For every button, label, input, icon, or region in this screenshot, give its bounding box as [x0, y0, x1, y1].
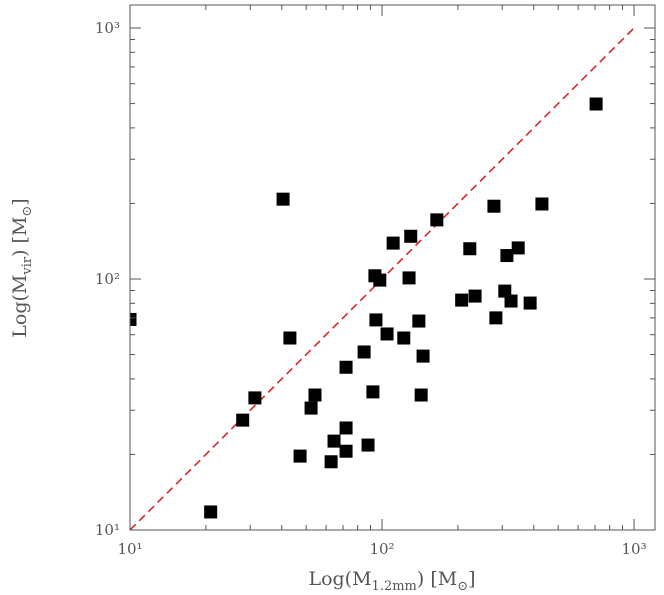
- point: [535, 197, 549, 211]
- label-part: vir: [20, 256, 35, 276]
- label-part: ]: [468, 568, 475, 590]
- point: [204, 505, 218, 519]
- y-axis-label: Log(Mvir) [M⊙]: [9, 198, 35, 337]
- point: [468, 289, 482, 303]
- point: [414, 388, 428, 402]
- point: [416, 349, 430, 363]
- point: [361, 438, 375, 452]
- point: [412, 314, 426, 328]
- label-part: ⊙: [20, 206, 35, 217]
- point: [386, 236, 400, 250]
- point: [404, 229, 418, 243]
- x-tick-label: 10³: [621, 540, 646, 558]
- y-tick-label: 10²: [95, 270, 120, 288]
- point: [498, 284, 512, 298]
- point: [276, 192, 290, 206]
- axes-frame: [129, 4, 656, 531]
- label-part: Log(M: [9, 275, 31, 338]
- point: [463, 242, 477, 256]
- point: [373, 273, 387, 287]
- y-tick-label: 10³: [95, 19, 120, 37]
- point: [523, 296, 537, 310]
- point: [339, 444, 353, 458]
- point: [357, 345, 371, 359]
- label-part: 1.2mm: [372, 579, 417, 594]
- point: [500, 249, 514, 263]
- point: [589, 97, 603, 111]
- point: [504, 294, 518, 308]
- point: [324, 455, 338, 469]
- label-part: ⊙: [457, 579, 468, 594]
- x-tick-label: 10²: [369, 540, 394, 558]
- point: [248, 391, 262, 405]
- point: [430, 213, 444, 227]
- y-tick-label: 10¹: [95, 521, 120, 539]
- label-part: ) [M: [9, 217, 31, 257]
- point: [369, 313, 383, 327]
- point: [308, 388, 322, 402]
- point: [397, 331, 411, 345]
- point: [489, 311, 503, 325]
- point: [380, 327, 394, 341]
- point: [366, 385, 380, 399]
- point: [327, 434, 341, 448]
- label-part: ]: [9, 198, 31, 205]
- point: [236, 413, 250, 427]
- point: [293, 449, 307, 463]
- point: [304, 401, 318, 415]
- point: [339, 360, 353, 374]
- point: [339, 421, 353, 435]
- point: [511, 241, 525, 255]
- point: [130, 312, 137, 326]
- x-tick-label: 10¹: [117, 540, 142, 558]
- point: [402, 271, 416, 285]
- point: [283, 331, 297, 345]
- label-part: ) [M: [417, 568, 457, 590]
- point: [455, 293, 469, 307]
- plot-area: [130, 27, 635, 530]
- x-axis-label: Log(M1.2mm) [M⊙]: [308, 568, 475, 594]
- label-part: Log(M: [308, 568, 371, 590]
- point: [487, 199, 501, 213]
